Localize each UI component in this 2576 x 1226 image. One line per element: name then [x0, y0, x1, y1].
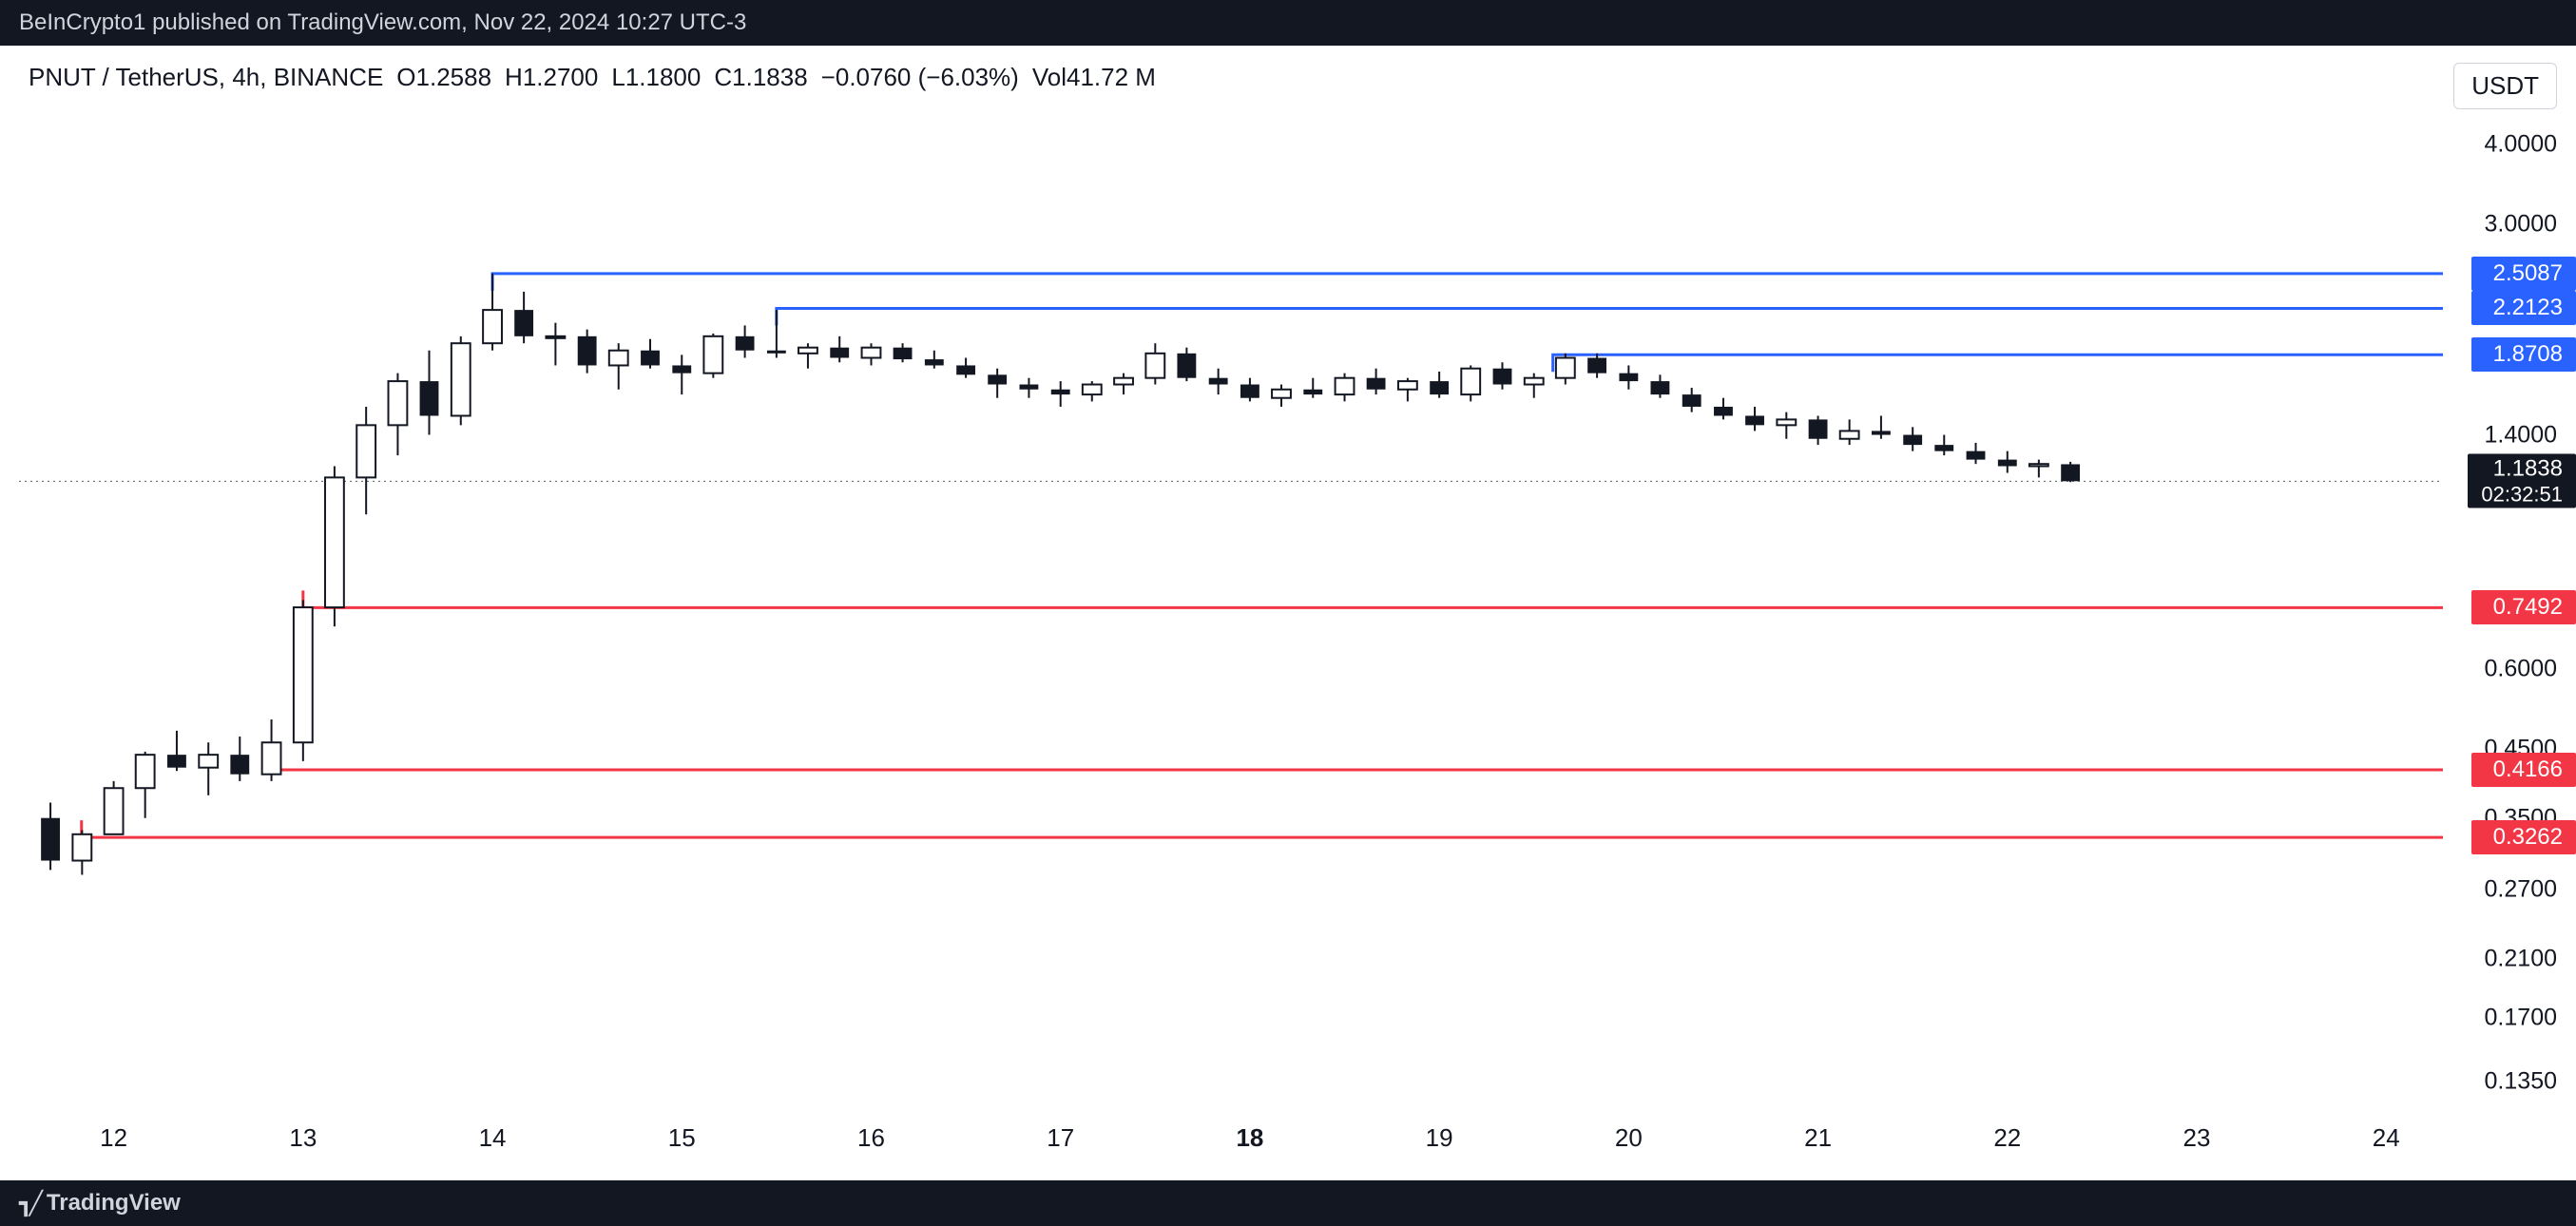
tradingview-logo-icon: ┓╱ — [19, 1190, 39, 1216]
price-line-label: 0.3262 — [2471, 820, 2576, 854]
ohlc-high: H1.2700 — [505, 63, 598, 92]
time-tick: 12 — [100, 1123, 127, 1153]
attribution-banner: ┓╱ TradingView — [0, 1180, 2576, 1226]
price-line-label: 2.2123 — [2471, 291, 2576, 325]
time-tick: 18 — [1236, 1123, 1263, 1153]
price-tick: 0.1350 — [2485, 1067, 2557, 1095]
time-tick: 16 — [857, 1123, 885, 1153]
price-tick: 0.6000 — [2485, 655, 2557, 682]
time-tick: 19 — [1426, 1123, 1453, 1153]
time-tick: 17 — [1047, 1123, 1074, 1153]
price-line-label: 2.5087 — [2471, 257, 2576, 291]
price-tick: 3.0000 — [2485, 210, 2557, 238]
price-line-label: 0.4166 — [2471, 753, 2576, 787]
price-tick: 0.2700 — [2485, 876, 2557, 904]
currency-badge[interactable]: USDT — [2453, 63, 2557, 109]
time-tick: 23 — [2183, 1123, 2211, 1153]
price-line-label: 1.183802:32:51 — [2468, 454, 2576, 508]
ohlc-close: C1.1838 — [714, 63, 807, 92]
chart-area[interactable]: PNUT / TetherUS, 4h, BINANCE O1.2588 H1.… — [0, 46, 2576, 1180]
price-axis[interactable]: 4.00003.00001.40000.60000.45000.35000.27… — [2443, 112, 2576, 1114]
publish-banner: BeInCrypto1 published on TradingView.com… — [0, 0, 2576, 46]
price-tick: 0.1700 — [2485, 1004, 2557, 1031]
symbol-legend: PNUT / TetherUS, 4h, BINANCE O1.2588 H1.… — [29, 63, 1156, 92]
time-axis[interactable]: 12 13 14 15 16 17 18 19 20 21 22 23 24 — [19, 1123, 2443, 1161]
price-tick: 0.2100 — [2485, 946, 2557, 973]
time-tick: 15 — [668, 1123, 696, 1153]
time-tick: 20 — [1615, 1123, 1643, 1153]
plot-area[interactable] — [19, 112, 2443, 1114]
candlestick-svg — [19, 112, 2443, 1114]
time-tick: 24 — [2373, 1123, 2400, 1153]
time-tick: 22 — [1993, 1123, 2021, 1153]
time-tick: 14 — [479, 1123, 507, 1153]
time-tick: 21 — [1804, 1123, 1832, 1153]
price-line-label: 0.7492 — [2471, 590, 2576, 624]
ohlc-low: L1.1800 — [611, 63, 701, 92]
volume-value: Vol41.72 M — [1032, 63, 1156, 92]
publish-text: BeInCrypto1 published on TradingView.com… — [19, 10, 746, 36]
price-line-label: 1.8708 — [2471, 337, 2576, 372]
change-value: −0.0760 (−6.03%) — [821, 63, 1019, 92]
time-tick: 13 — [289, 1123, 317, 1153]
ohlc-open: O1.2588 — [396, 63, 491, 92]
price-tick: 1.4000 — [2485, 421, 2557, 449]
price-tick: 4.0000 — [2485, 131, 2557, 159]
symbol-name: PNUT / TetherUS, 4h, BINANCE — [29, 63, 383, 92]
attribution-text: TradingView — [47, 1190, 181, 1216]
